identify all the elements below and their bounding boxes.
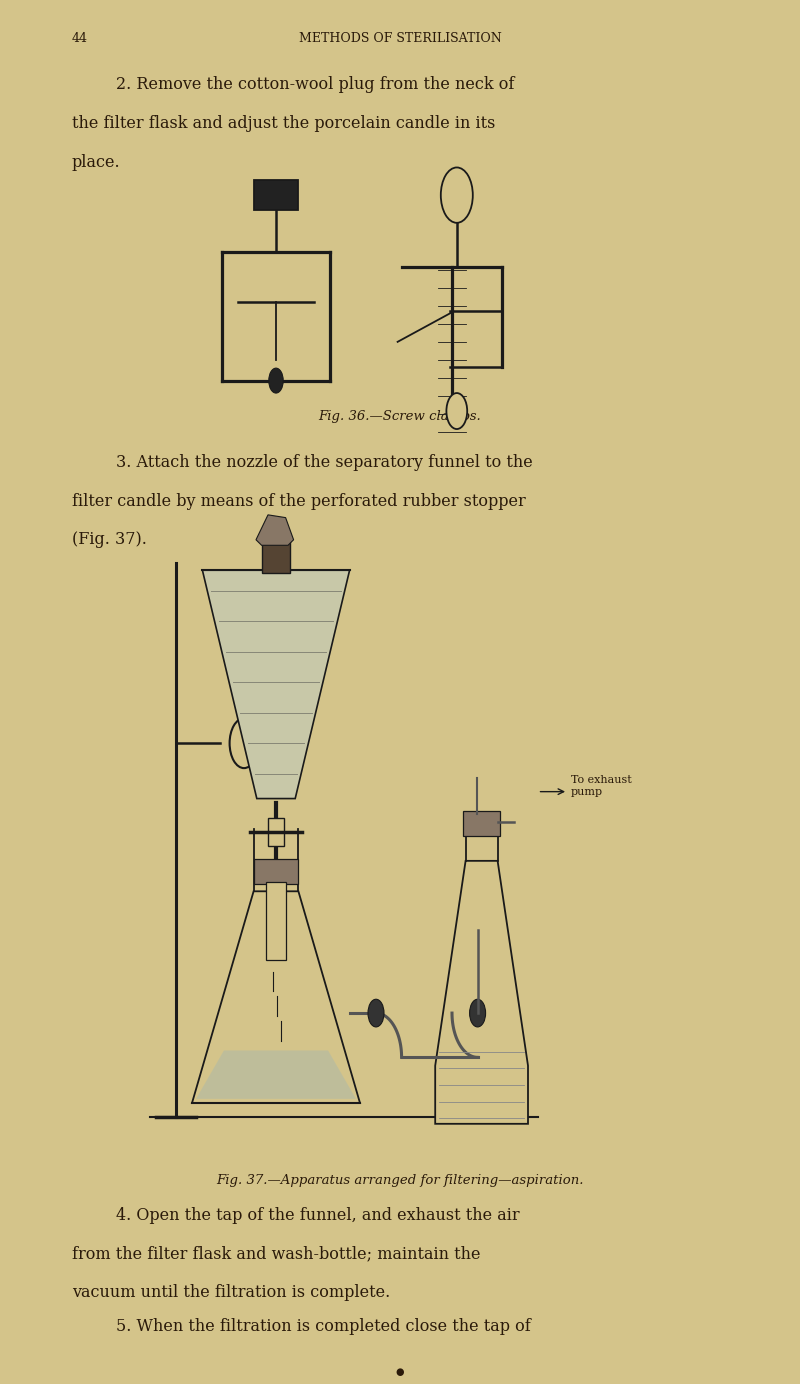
Polygon shape xyxy=(435,861,528,1124)
Circle shape xyxy=(368,999,384,1027)
Bar xyxy=(262,538,290,573)
Text: To exhaust
pump: To exhaust pump xyxy=(571,775,632,797)
Polygon shape xyxy=(202,570,350,799)
Circle shape xyxy=(446,393,467,429)
Text: 2. Remove the cotton-wool plug from the neck of: 2. Remove the cotton-wool plug from the … xyxy=(116,76,514,93)
Text: the filter flask and adjust the porcelain candle in its: the filter flask and adjust the porcelai… xyxy=(72,115,495,131)
Text: vacuum until the filtration is complete.: vacuum until the filtration is complete. xyxy=(72,1284,390,1301)
Text: filter candle by means of the perforated rubber stopper: filter candle by means of the perforated… xyxy=(72,493,526,509)
Circle shape xyxy=(269,368,283,393)
Text: Fig. 36.—Screw clamps.: Fig. 36.—Screw clamps. xyxy=(318,410,482,422)
Bar xyxy=(234,260,318,360)
Text: from the filter flask and wash-bottle; maintain the: from the filter flask and wash-bottle; m… xyxy=(72,1246,481,1262)
Text: (Fig. 37).: (Fig. 37). xyxy=(72,531,147,548)
Text: 44: 44 xyxy=(72,32,88,44)
Bar xyxy=(254,180,298,210)
Bar xyxy=(268,818,284,846)
Text: 5. When the filtration is completed close the tap of: 5. When the filtration is completed clos… xyxy=(116,1318,530,1334)
Text: Fig. 37.—Apparatus arranged for filtering—aspiration.: Fig. 37.—Apparatus arranged for filterin… xyxy=(216,1174,584,1186)
Bar xyxy=(254,859,298,884)
Bar xyxy=(463,811,500,836)
Text: ●: ● xyxy=(396,1367,404,1377)
Polygon shape xyxy=(192,891,360,1103)
Bar xyxy=(266,882,286,960)
Circle shape xyxy=(470,999,486,1027)
Text: METHODS OF STERILISATION: METHODS OF STERILISATION xyxy=(298,32,502,44)
Text: 3. Attach the nozzle of the separatory funnel to the: 3. Attach the nozzle of the separatory f… xyxy=(116,454,533,471)
Circle shape xyxy=(441,167,473,223)
Polygon shape xyxy=(196,1050,356,1099)
Polygon shape xyxy=(256,515,294,545)
Text: place.: place. xyxy=(72,154,121,170)
Text: 4. Open the tap of the funnel, and exhaust the air: 4. Open the tap of the funnel, and exhau… xyxy=(116,1207,520,1223)
